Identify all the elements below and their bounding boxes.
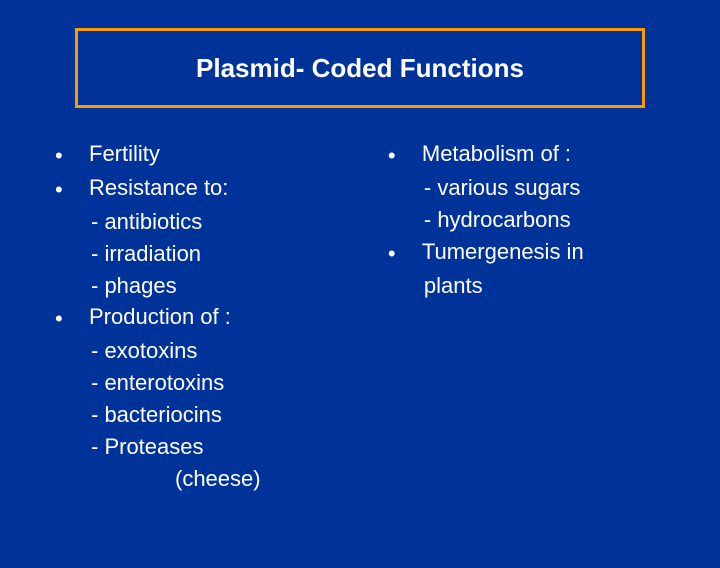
slide-title: Plasmid- Coded Functions: [196, 53, 524, 84]
sub-item: plants: [388, 270, 680, 302]
sub-item: - various sugars: [388, 172, 680, 204]
list-item: • Fertility: [55, 138, 378, 172]
content-area: • Fertility • Resistance to: - antibioti…: [0, 108, 720, 495]
item-text: Fertility: [89, 138, 160, 170]
list-item: • Resistance to:: [55, 172, 378, 206]
sub-item: - Proteases: [55, 431, 378, 463]
sub-item: - exotoxins: [55, 335, 378, 367]
title-box: Plasmid- Coded Functions: [75, 28, 645, 108]
sub-item: - enterotoxins: [55, 367, 378, 399]
bullet-icon: •: [55, 301, 89, 335]
right-column: • Metabolism of : - various sugars - hyd…: [378, 138, 680, 495]
sub-item: - hydrocarbons: [388, 204, 680, 236]
sub-item: (cheese): [55, 463, 378, 495]
bullet-icon: •: [55, 172, 89, 206]
left-column: • Fertility • Resistance to: - antibioti…: [55, 138, 378, 495]
list-item: • Tumergenesis in: [388, 236, 680, 270]
sub-item: - irradiation: [55, 238, 378, 270]
item-text: Metabolism of :: [422, 138, 571, 170]
sub-item: - bacteriocins: [55, 399, 378, 431]
bullet-icon: •: [388, 138, 422, 172]
item-text: Production of :: [89, 301, 231, 333]
sub-item: - phages: [55, 270, 378, 302]
sub-item: - antibiotics: [55, 206, 378, 238]
list-item: • Metabolism of :: [388, 138, 680, 172]
bullet-icon: •: [55, 138, 89, 172]
item-text: Resistance to:: [89, 172, 228, 204]
list-item: • Production of :: [55, 301, 378, 335]
item-text: Tumergenesis in: [422, 236, 584, 268]
bullet-icon: •: [388, 236, 422, 270]
